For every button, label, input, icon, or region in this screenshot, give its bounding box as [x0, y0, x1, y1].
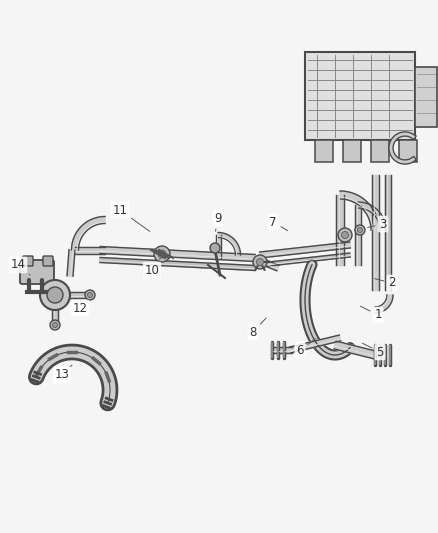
Polygon shape [67, 250, 75, 276]
FancyBboxPatch shape [399, 140, 417, 162]
FancyBboxPatch shape [371, 140, 389, 162]
FancyBboxPatch shape [415, 67, 437, 127]
Polygon shape [215, 235, 220, 258]
Polygon shape [69, 292, 90, 298]
Polygon shape [75, 246, 105, 254]
Polygon shape [100, 257, 255, 270]
Polygon shape [358, 202, 386, 230]
Circle shape [53, 322, 57, 327]
Text: 14: 14 [11, 259, 30, 275]
Text: 13: 13 [55, 365, 72, 382]
Polygon shape [260, 253, 350, 267]
Text: 2: 2 [374, 277, 396, 289]
Polygon shape [71, 216, 105, 250]
Circle shape [50, 320, 60, 330]
Circle shape [253, 255, 267, 269]
FancyBboxPatch shape [23, 256, 33, 266]
Circle shape [342, 231, 349, 238]
Polygon shape [52, 309, 58, 325]
Polygon shape [290, 335, 341, 353]
Text: 12: 12 [68, 300, 88, 314]
Text: 7: 7 [269, 215, 288, 231]
Polygon shape [371, 175, 378, 290]
FancyBboxPatch shape [43, 256, 53, 266]
Polygon shape [257, 257, 279, 271]
Circle shape [357, 228, 363, 232]
Polygon shape [375, 295, 393, 313]
Polygon shape [336, 195, 344, 265]
Polygon shape [334, 341, 376, 359]
Circle shape [40, 280, 70, 310]
Polygon shape [272, 347, 292, 353]
Text: 9: 9 [214, 212, 222, 231]
Polygon shape [218, 232, 240, 255]
Circle shape [338, 228, 352, 242]
FancyBboxPatch shape [305, 52, 415, 140]
Circle shape [158, 250, 166, 258]
Polygon shape [100, 246, 255, 262]
Polygon shape [260, 242, 350, 258]
Text: 6: 6 [296, 338, 316, 357]
Polygon shape [385, 175, 391, 290]
Circle shape [85, 290, 95, 300]
Text: 1: 1 [360, 306, 382, 321]
FancyBboxPatch shape [343, 140, 361, 162]
Polygon shape [340, 191, 379, 230]
Text: 8: 8 [249, 318, 266, 338]
Polygon shape [355, 205, 361, 265]
Text: 5: 5 [363, 343, 384, 359]
Circle shape [355, 225, 365, 235]
Text: 3: 3 [368, 217, 387, 230]
FancyBboxPatch shape [20, 260, 54, 284]
Circle shape [210, 243, 220, 253]
Circle shape [257, 259, 264, 265]
Text: 11: 11 [113, 204, 150, 231]
Text: 10: 10 [145, 259, 160, 277]
Circle shape [154, 246, 170, 262]
Circle shape [47, 287, 63, 303]
FancyBboxPatch shape [315, 140, 333, 162]
Circle shape [88, 293, 92, 297]
